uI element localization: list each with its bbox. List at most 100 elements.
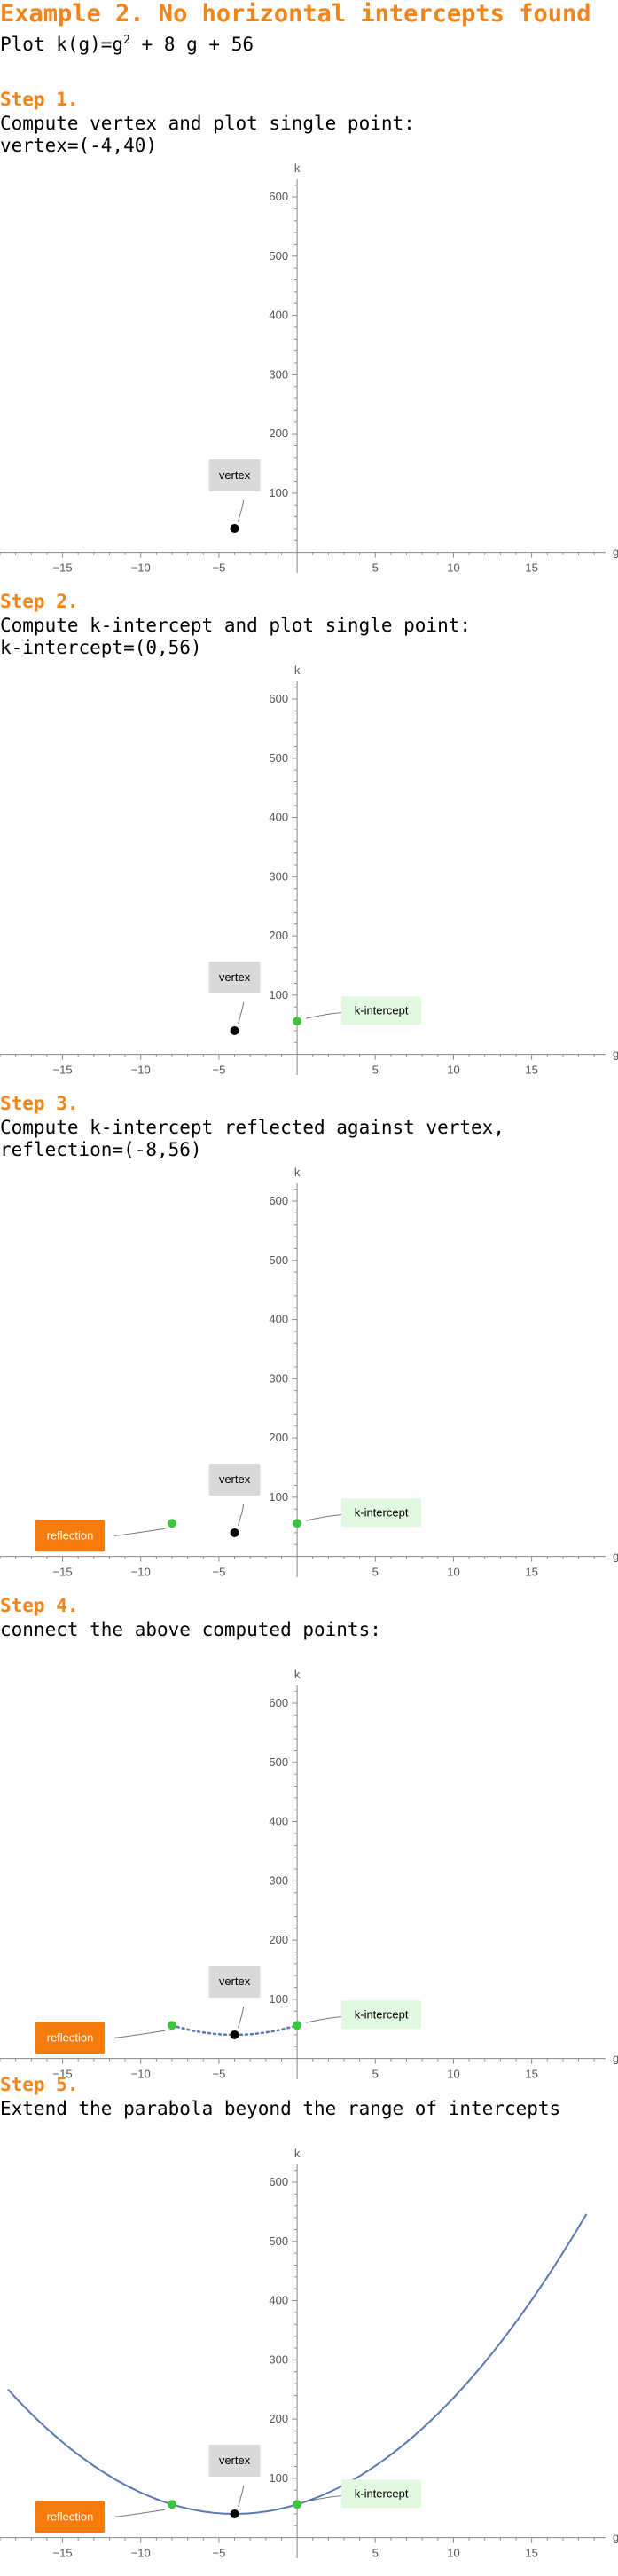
y-tick-label: 500 (269, 751, 288, 765)
y-tick-label: 600 (269, 2175, 288, 2188)
vertex-point (230, 1025, 239, 1035)
x-tick-label: −15 (53, 1566, 73, 1579)
step-3: Step 3. Compute k-intercept reflected ag… (0, 1093, 618, 1595)
step-text-line: vertex=(-4,40) (0, 135, 158, 156)
page-title: Example 2. No horizontal intercepts foun… (0, 0, 591, 27)
vertex-label: vertex (219, 1975, 251, 1988)
x-tick-label: 10 (447, 2068, 459, 2081)
vertex-leader (238, 499, 245, 522)
step-2: Step 2. Compute k-intercept and plot sin… (0, 591, 618, 1093)
chart-step-3: g k −15 −10 −5 5 10 15 100 200 300 400 500 600 vertex k… (0, 1166, 618, 1579)
k-intercept-label-box (341, 2479, 422, 2509)
y-tick-label: 600 (269, 1696, 288, 1709)
function-exponent: 2 (123, 34, 130, 47)
function-suffix: + 8 g + 56 (129, 34, 254, 55)
k-intercept-label-box (341, 1498, 422, 1528)
x-tick-label: −15 (53, 562, 73, 575)
x-tick-label: 15 (525, 1064, 537, 1077)
step-4: Step 4. connect the above computed point… (0, 1595, 618, 2097)
x-tick-label: 15 (525, 2547, 537, 2560)
vertex-point (230, 523, 239, 533)
vertex-label-box (208, 2444, 261, 2477)
vertex-point (230, 2509, 239, 2518)
reflection-point (168, 1519, 176, 1528)
x-tick-label: 5 (372, 2068, 379, 2081)
vertex-label-box (208, 1463, 261, 1496)
x-tick-label: −10 (131, 2547, 151, 2560)
vertex-label-box (208, 459, 261, 491)
y-tick-label: 400 (269, 1313, 288, 1326)
k-intercept-label-box (341, 996, 422, 1025)
y-tick-label: 200 (269, 1933, 288, 1946)
y-tick-label: 400 (269, 1815, 288, 1828)
vertex-leader (238, 1001, 245, 1025)
chart-step-2: g k −15 −10 −5 5 10 15 100 200 300 400 500 600 vertex k… (0, 664, 618, 1077)
y-tick-label: 600 (269, 190, 288, 203)
x-tick-label: 5 (372, 2547, 379, 2560)
y-tick-label: 200 (269, 2412, 288, 2425)
chart-step-1: g k −15 −10 −5 5 10 15 100 200 300 400 500 600 vertex (0, 161, 618, 575)
y-axis-label: k (294, 664, 301, 677)
reflection-label-box (35, 2501, 105, 2533)
y-tick-label: 600 (269, 1194, 288, 1207)
x-tick-label: 10 (447, 1064, 459, 1077)
x-tick-label: 15 (525, 2068, 537, 2081)
step-heading: Step 1. (0, 89, 79, 110)
vertex-label: vertex (219, 970, 251, 984)
reflection-leader (113, 2509, 166, 2517)
k-intercept-point (293, 2021, 302, 2030)
reflection-label: reflection (47, 2030, 94, 2044)
reflection-point (168, 2500, 176, 2509)
k-intercept-label: k-intercept (355, 1505, 409, 1519)
chart-step-4: g k −15 −10 −5 5 10 15 100 200 300 400 500 600 vertex k… (0, 1668, 618, 2081)
y-axis-label: k (294, 161, 301, 175)
step-text-line: Compute k-intercept reflected against ve… (0, 1117, 505, 1138)
vertex-leader (238, 2485, 245, 2508)
k-intercept-label: k-intercept (355, 1003, 409, 1017)
vertex-label-box (208, 1965, 261, 1998)
x-tick-label: 5 (372, 1566, 379, 1579)
step-text-line: reflection=(-8,56) (0, 1139, 202, 1160)
x-tick-label: −15 (53, 2068, 73, 2081)
y-tick-label: 400 (269, 309, 288, 322)
k-intercept-point (293, 1519, 302, 1528)
y-tick-label: 400 (269, 811, 288, 824)
y-tick-label: 200 (269, 1431, 288, 1444)
x-tick-label: −10 (131, 2068, 151, 2081)
vertex-label: vertex (219, 468, 251, 482)
x-tick-label: −10 (131, 562, 151, 575)
y-tick-label: 300 (269, 2352, 288, 2366)
vertex-leader (238, 2006, 245, 2029)
y-tick-label: 100 (269, 988, 288, 1001)
chart-step-5: g k −15 −10 −5 5 10 15 100 200 300 400 500 600 vertex k… (0, 2147, 618, 2560)
x-tick-label: 15 (525, 562, 537, 575)
step-5: Step 5. Extend the parabola beyond the r… (0, 2074, 618, 2576)
y-tick-label: 100 (269, 2471, 288, 2485)
y-axis-label: k (294, 1166, 301, 1179)
y-tick-label: 600 (269, 692, 288, 705)
vertex-label-box (208, 961, 261, 993)
x-tick-label: −10 (131, 1566, 151, 1579)
x-tick-label: −5 (212, 1064, 225, 1077)
vertex-leader (238, 1504, 245, 1527)
reflection-label-box (35, 1520, 105, 1552)
step-text: Compute vertex and plot single point: ver… (0, 113, 415, 157)
y-tick-label: 400 (269, 2294, 288, 2307)
step-text: connect the above computed points: (0, 1619, 381, 1641)
reflection-label: reflection (47, 2509, 94, 2523)
reflection-label: reflection (47, 1528, 94, 1542)
step-text-line: k-intercept=(0,56) (0, 637, 202, 658)
y-tick-label: 500 (269, 1755, 288, 1769)
vertex-point (230, 1528, 239, 1537)
x-tick-label: 10 (447, 562, 459, 575)
x-tick-label: −5 (212, 1566, 225, 1579)
step-heading: Step 5. (0, 2074, 79, 2095)
step-text-line: Compute vertex and plot single point: (0, 113, 415, 134)
x-tick-label: −5 (212, 2068, 225, 2081)
step-text-line: Compute k-intercept and plot single poin… (0, 615, 472, 636)
x-axis-label: g (613, 1550, 618, 1563)
vertex-label: vertex (219, 2454, 251, 2467)
y-tick-label: 100 (269, 1992, 288, 2006)
y-tick-label: 200 (269, 427, 288, 440)
y-tick-label: 500 (269, 2234, 288, 2248)
